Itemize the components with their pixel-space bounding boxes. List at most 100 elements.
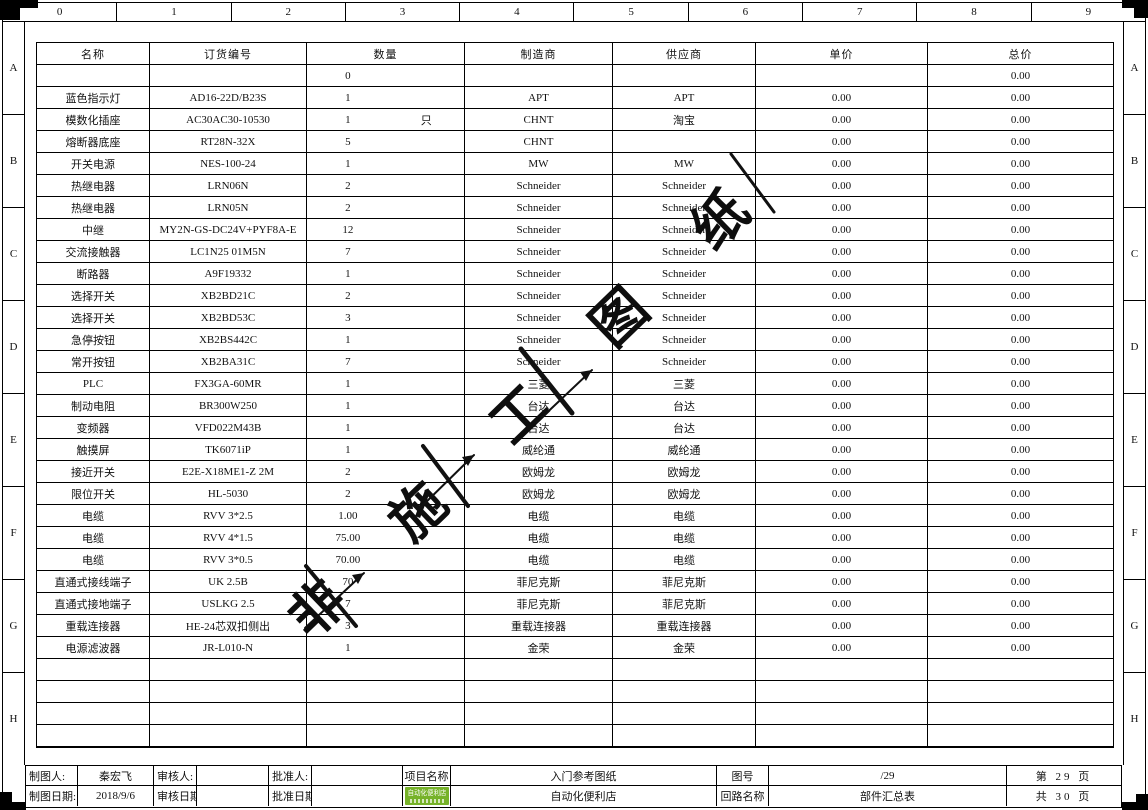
cell-manufacturer-r5: Schneider <box>465 175 613 197</box>
cell-qty-r19: 2 <box>307 483 465 505</box>
cell-total-price-r30 <box>928 725 1113 747</box>
cell-name-r23: 直通式接线端子 <box>37 571 150 593</box>
qty-value-r1: 1 <box>345 91 351 104</box>
cell-total-price-r13: 0.00 <box>928 351 1113 373</box>
cell-manufacturer-r29 <box>465 703 613 725</box>
cell-order-no-r15: BR300W250 <box>150 395 307 417</box>
cell-unit-price-r2: 0.00 <box>756 109 928 131</box>
cell-order-no-r6: LRN05N <box>150 197 307 219</box>
ruler-row-A-left: A <box>3 22 25 115</box>
qty-value-r24: 7 <box>345 597 351 610</box>
cell-manufacturer-r10: Schneider <box>465 285 613 307</box>
cell-total-price-r5: 0.00 <box>928 175 1113 197</box>
cell-total-price-r17: 0.00 <box>928 439 1113 461</box>
ruler-row-H-right: H <box>1123 673 1145 765</box>
cell-total-price-r27 <box>928 659 1113 681</box>
cell-supplier-r23: 菲尼克斯 <box>613 571 756 593</box>
cell-qty-r11: 3 <box>307 307 465 329</box>
cell-name-r8: 交流接触器 <box>37 241 150 263</box>
cell-name-r16: 变频器 <box>37 417 150 439</box>
ruler-col-6: 6 <box>688 3 804 22</box>
qty-value-r19: 2 <box>345 487 351 500</box>
cell-unit-price-r7: 0.00 <box>756 219 928 241</box>
cell-unit-price-r1: 0.00 <box>756 87 928 109</box>
qty-value-r13: 7 <box>345 355 351 368</box>
cell-total-price-r24: 0.00 <box>928 593 1113 615</box>
cell-supplier-r1: APT <box>613 87 756 109</box>
ruler-row-C-left: C <box>3 208 25 301</box>
vendor-logo: 自动化便利店 <box>403 786 451 806</box>
cell-total-price-r10: 0.00 <box>928 285 1113 307</box>
cell-total-price-r25: 0.00 <box>928 615 1113 637</box>
cell-name-r17: 触摸屏 <box>37 439 150 461</box>
qty-value-r3: 5 <box>345 135 351 148</box>
cell-order-no-r27 <box>150 659 307 681</box>
cell-total-price-r9: 0.00 <box>928 263 1113 285</box>
header-4: 供应商 <box>613 43 756 65</box>
cell-order-no-r13: XB2BA31C <box>150 351 307 373</box>
page-total: 共 30 页 <box>1035 791 1093 803</box>
cell-unit-price-r30 <box>756 725 928 747</box>
cell-supplier-r29 <box>613 703 756 725</box>
header-1: 订货编号 <box>150 43 307 65</box>
cell-name-r28 <box>37 681 150 703</box>
drafter-value: 秦宏飞 <box>78 766 154 786</box>
cell-unit-price-r14: 0.00 <box>756 373 928 395</box>
cell-supplier-r2: 淘宝 <box>613 109 756 131</box>
cell-name-r4: 开关电源 <box>37 153 150 175</box>
circuit-name-label: 回路名称 <box>717 786 769 806</box>
cell-total-price-r21: 0.00 <box>928 527 1113 549</box>
cell-total-price-r15: 0.00 <box>928 395 1113 417</box>
ruler-row-E-right: E <box>1123 394 1145 487</box>
ruler-col-8: 8 <box>917 3 1032 22</box>
cell-qty-r3: 5 <box>307 131 465 153</box>
cell-name-r22: 电缆 <box>37 549 150 571</box>
cell-total-price-r1: 0.00 <box>928 87 1113 109</box>
cell-total-price-r20: 0.00 <box>928 505 1113 527</box>
header-2: 数量 <box>307 43 465 65</box>
cell-qty-r8: 7 <box>307 241 465 263</box>
drawing-no-value: /29 <box>769 766 1007 786</box>
ruler-row-B-left: B <box>3 115 25 208</box>
cell-name-r26: 电源滤波器 <box>37 637 150 659</box>
cell-name-r24: 直通式接地端子 <box>37 593 150 615</box>
cell-unit-price-r0 <box>756 65 928 87</box>
cell-order-no-r23: UK 2.5B <box>150 571 307 593</box>
ruler-col-9: 9 <box>1031 3 1145 22</box>
qty-value-r14: 1 <box>345 377 351 390</box>
qty-value-r2: 1 <box>345 113 351 126</box>
cell-order-no-r28 <box>150 681 307 703</box>
cell-name-r9: 断路器 <box>37 263 150 285</box>
cell-order-no-r11: XB2BD53C <box>150 307 307 329</box>
ruler-row-E-left: E <box>3 394 25 487</box>
cell-order-no-r1: AD16-22D/B23S <box>150 87 307 109</box>
cell-order-no-r12: XB2BS442C <box>150 329 307 351</box>
cell-unit-price-r17: 0.00 <box>756 439 928 461</box>
cell-name-r1: 蓝色指示灯 <box>37 87 150 109</box>
cell-qty-r29 <box>307 703 465 725</box>
cell-name-r6: 热继电器 <box>37 197 150 219</box>
cell-unit-price-r15: 0.00 <box>756 395 928 417</box>
cell-qty-r28 <box>307 681 465 703</box>
cell-qty-r9: 1 <box>307 263 465 285</box>
cell-total-price-r6: 0.00 <box>928 197 1113 219</box>
cell-supplier-r10: Schneider <box>613 285 756 307</box>
cell-unit-price-r5: 0.00 <box>756 175 928 197</box>
cell-unit-price-r21: 0.00 <box>756 527 928 549</box>
cell-supplier-r21: 电缆 <box>613 527 756 549</box>
cell-qty-r12: 1 <box>307 329 465 351</box>
bom-table: 名称 订货编号 数量 制造商 供应商 单价 总价 0 0.00 蓝色指示灯 AD16-22D/B23… <box>36 42 1114 748</box>
approve-date-label: 批准日期: <box>269 786 312 806</box>
cell-qty-r7: 12 <box>307 219 465 241</box>
qty-value-r8: 7 <box>345 245 351 258</box>
cell-qty-r26: 1 <box>307 637 465 659</box>
cell-unit-price-r11: 0.00 <box>756 307 928 329</box>
cell-unit-price-r4: 0.00 <box>756 153 928 175</box>
checker-label: 审核人: <box>154 766 197 786</box>
cell-supplier-r16: 台达 <box>613 417 756 439</box>
cell-unit-price-r25: 0.00 <box>756 615 928 637</box>
header-3: 制造商 <box>465 43 613 65</box>
cell-unit-price-r27 <box>756 659 928 681</box>
cell-order-no-r25: HE-24芯双扣侧出 <box>150 615 307 637</box>
cell-supplier-r24: 菲尼克斯 <box>613 593 756 615</box>
